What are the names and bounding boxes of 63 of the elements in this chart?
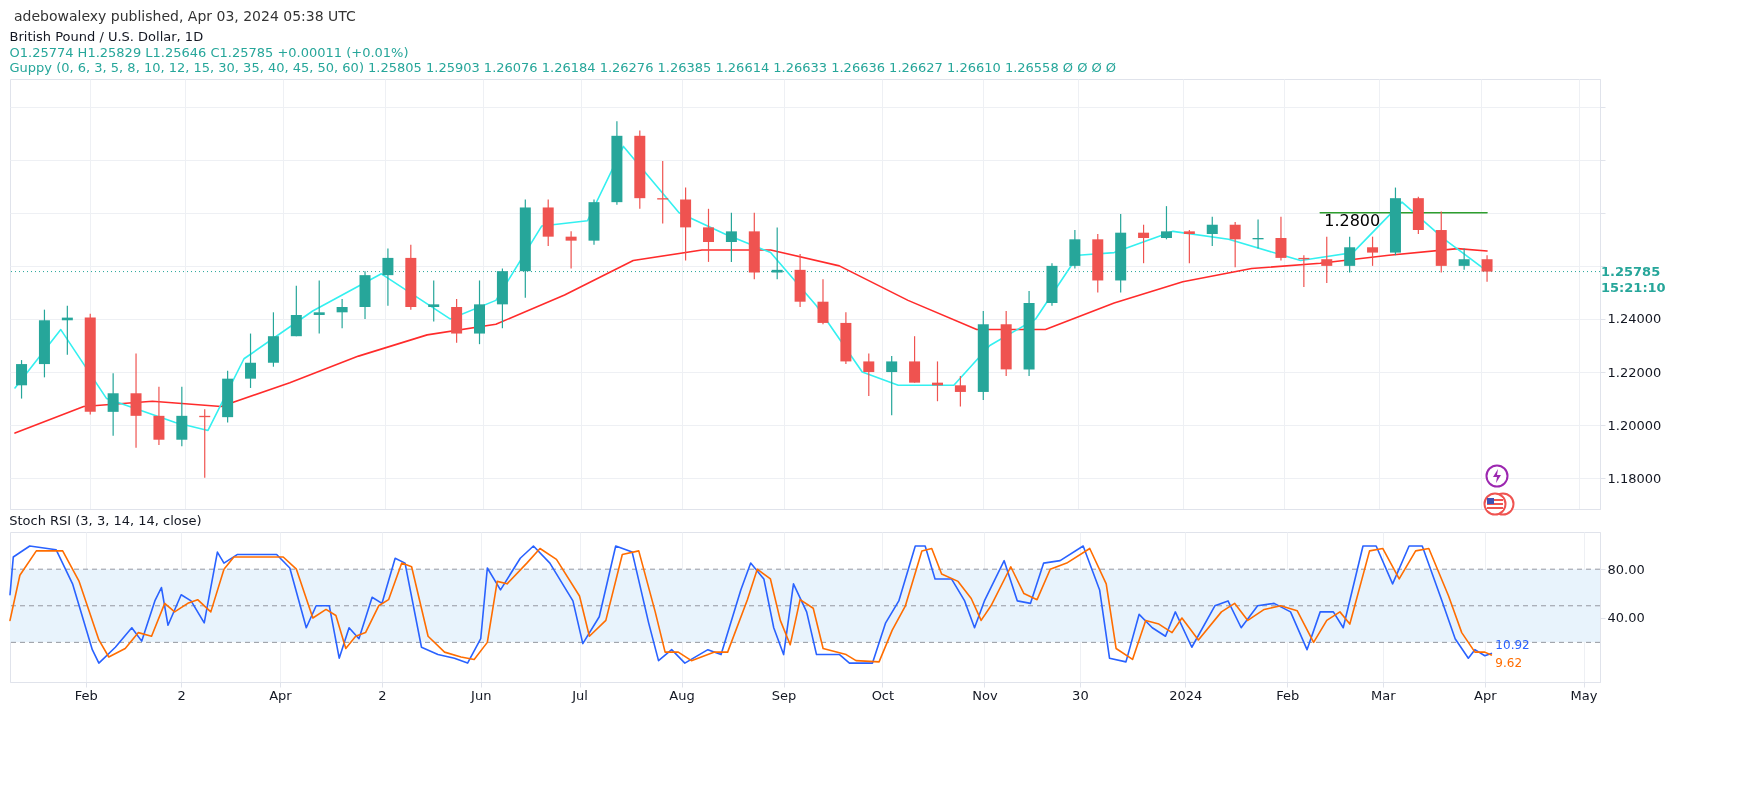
text: adebowalexy published, Apr 03, 2024 05:38 UTC [13, 7, 357, 26]
candlestick [16, 359, 28, 400]
x-tick-label: May [1570, 687, 1598, 703]
text: Guppy (0, 6, 3, 5, 8, 10, 12, 15, 30, 35, 40, 45, 50, 60) 1.25805 1.25903 1.26076 1.26184 1.26276 1.26385 1.26614 1.26633 1.26636 1.26627 1.26610 1.26558 Ø Ø Ø Ø [9, 60, 1117, 75]
candlestick [382, 248, 394, 307]
x-tick-label: 2 [378, 687, 387, 703]
candlestick [1367, 236, 1379, 267]
y-tick-label: 1.24000 [1607, 311, 1662, 327]
candlestick [130, 352, 142, 449]
candlestick [863, 352, 875, 397]
candlestick [245, 332, 257, 389]
candlestick [107, 372, 119, 437]
candlestick [817, 278, 829, 325]
x-tick-label: Jun [470, 687, 492, 703]
candlestick [428, 279, 440, 323]
y-tick-label: 40.00 [1607, 610, 1645, 626]
candlestick [1481, 254, 1493, 283]
candlestick [954, 375, 966, 408]
x-tick-label: Sep [771, 687, 797, 703]
candlestick [1160, 205, 1172, 240]
x-tick-label: Apr [269, 687, 293, 703]
x-tick-label: Mar [1370, 687, 1397, 703]
candlestick [1321, 236, 1333, 284]
annotation: 1.2800 [1324, 210, 1381, 230]
candlestick [1458, 248, 1470, 271]
x-tick-label: Apr [1474, 687, 1498, 703]
x-tick-label: Nov [972, 687, 998, 703]
ref-line-label: 1.25785 [1601, 263, 1661, 279]
chart-subtitle: O1.25774 H1.25829 L1.25646 C1.25785 +0.00011 (+0.01%) [9, 45, 409, 60]
y-tick-label: 80.00 [1607, 561, 1645, 577]
candlestick [176, 386, 188, 447]
y-tick-label: 1.22000 [1607, 364, 1662, 380]
candlestick [909, 335, 921, 384]
chart-title: Stoch RSI (3, 3, 14, 14, close) [9, 513, 202, 528]
candlestick [313, 279, 325, 335]
annotation: 15:21:10 [1601, 279, 1666, 295]
candlestick [153, 386, 165, 446]
x-tick-label: 2024 [1169, 687, 1203, 703]
y-tick-label: 1.18000 [1607, 470, 1662, 486]
candlestick [1275, 216, 1287, 262]
candlestick [290, 285, 302, 337]
candlestick [1229, 221, 1241, 268]
x-tick-label: Feb [74, 687, 98, 703]
annotation: 9.62 [1495, 656, 1523, 671]
x-tick-label: Oct [871, 687, 895, 703]
x-tick-label: 2 [177, 687, 186, 703]
candlestick [886, 355, 898, 416]
x-tick-label: Jul [571, 687, 588, 703]
candlestick [565, 230, 577, 270]
line-series [14, 247, 1488, 434]
candlestick [725, 212, 737, 263]
candlestick [336, 298, 348, 329]
candlestick [1183, 229, 1195, 264]
annotation: 10.92 [1495, 638, 1530, 653]
y-tick-label: 1.20000 [1607, 417, 1662, 433]
candlestick [1138, 224, 1150, 264]
x-tick-label: Feb [1276, 687, 1300, 703]
x-tick-label: Aug [669, 687, 695, 703]
x-tick-label: 30 [1072, 687, 1089, 703]
candlestick [657, 160, 669, 224]
candlestick [1206, 216, 1218, 247]
chart-title: British Pound / U.S. Dollar, 1D [9, 29, 204, 44]
candlestick [703, 208, 714, 263]
